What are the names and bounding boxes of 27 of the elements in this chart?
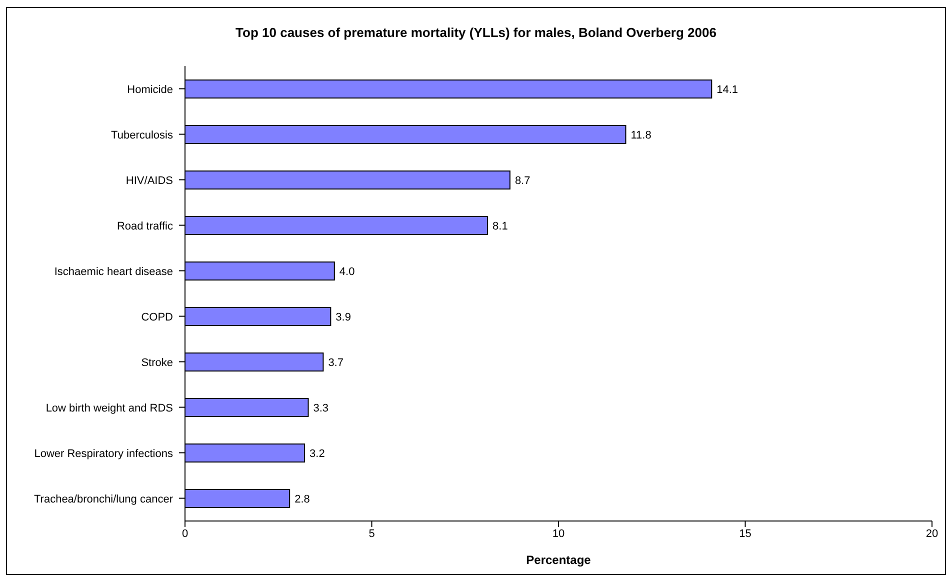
y-tick-label: Road traffic <box>116 220 174 232</box>
data-label: 14.1 <box>716 84 738 96</box>
y-tick-label: Homicide <box>127 84 173 96</box>
x-axis-title: Percentage <box>526 553 592 567</box>
chart-title: Top 10 causes of premature mortality (YLLs) for males, Boland Overberg 2006 <box>234 25 718 40</box>
x-tick-label: 0 <box>182 528 188 540</box>
data-label: 4.0 <box>339 266 355 278</box>
x-tick-label: 10 <box>552 528 565 540</box>
data-label: 3.7 <box>328 356 344 369</box>
y-tick-label: Ischaemic heart disease <box>54 266 173 278</box>
data-label: 3.2 <box>310 448 325 460</box>
y-tick-label: Tuberculosis <box>111 129 174 142</box>
data-label: 11.8 <box>630 129 652 142</box>
y-tick-label: Low birth weight and RDS <box>46 402 173 414</box>
y-tick-label: HIV/AIDS <box>126 174 173 187</box>
data-label: 8.7 <box>514 174 530 187</box>
y-tick-label: Lower Respiratory infections <box>34 448 174 460</box>
y-tick-label: Stroke <box>141 356 173 369</box>
x-tick-label: 5 <box>368 528 375 540</box>
x-tick-label: 15 <box>739 528 752 540</box>
data-label: 2.8 <box>294 493 310 506</box>
data-label: 8.1 <box>492 220 508 232</box>
x-tick-label: 20 <box>926 528 938 540</box>
y-tick-label: COPD <box>141 311 174 324</box>
data-label: 3.9 <box>336 311 351 324</box>
data-label: 3.3 <box>313 402 329 414</box>
y-tick-label: Trachea/bronchi/lung cancer <box>34 493 174 506</box>
